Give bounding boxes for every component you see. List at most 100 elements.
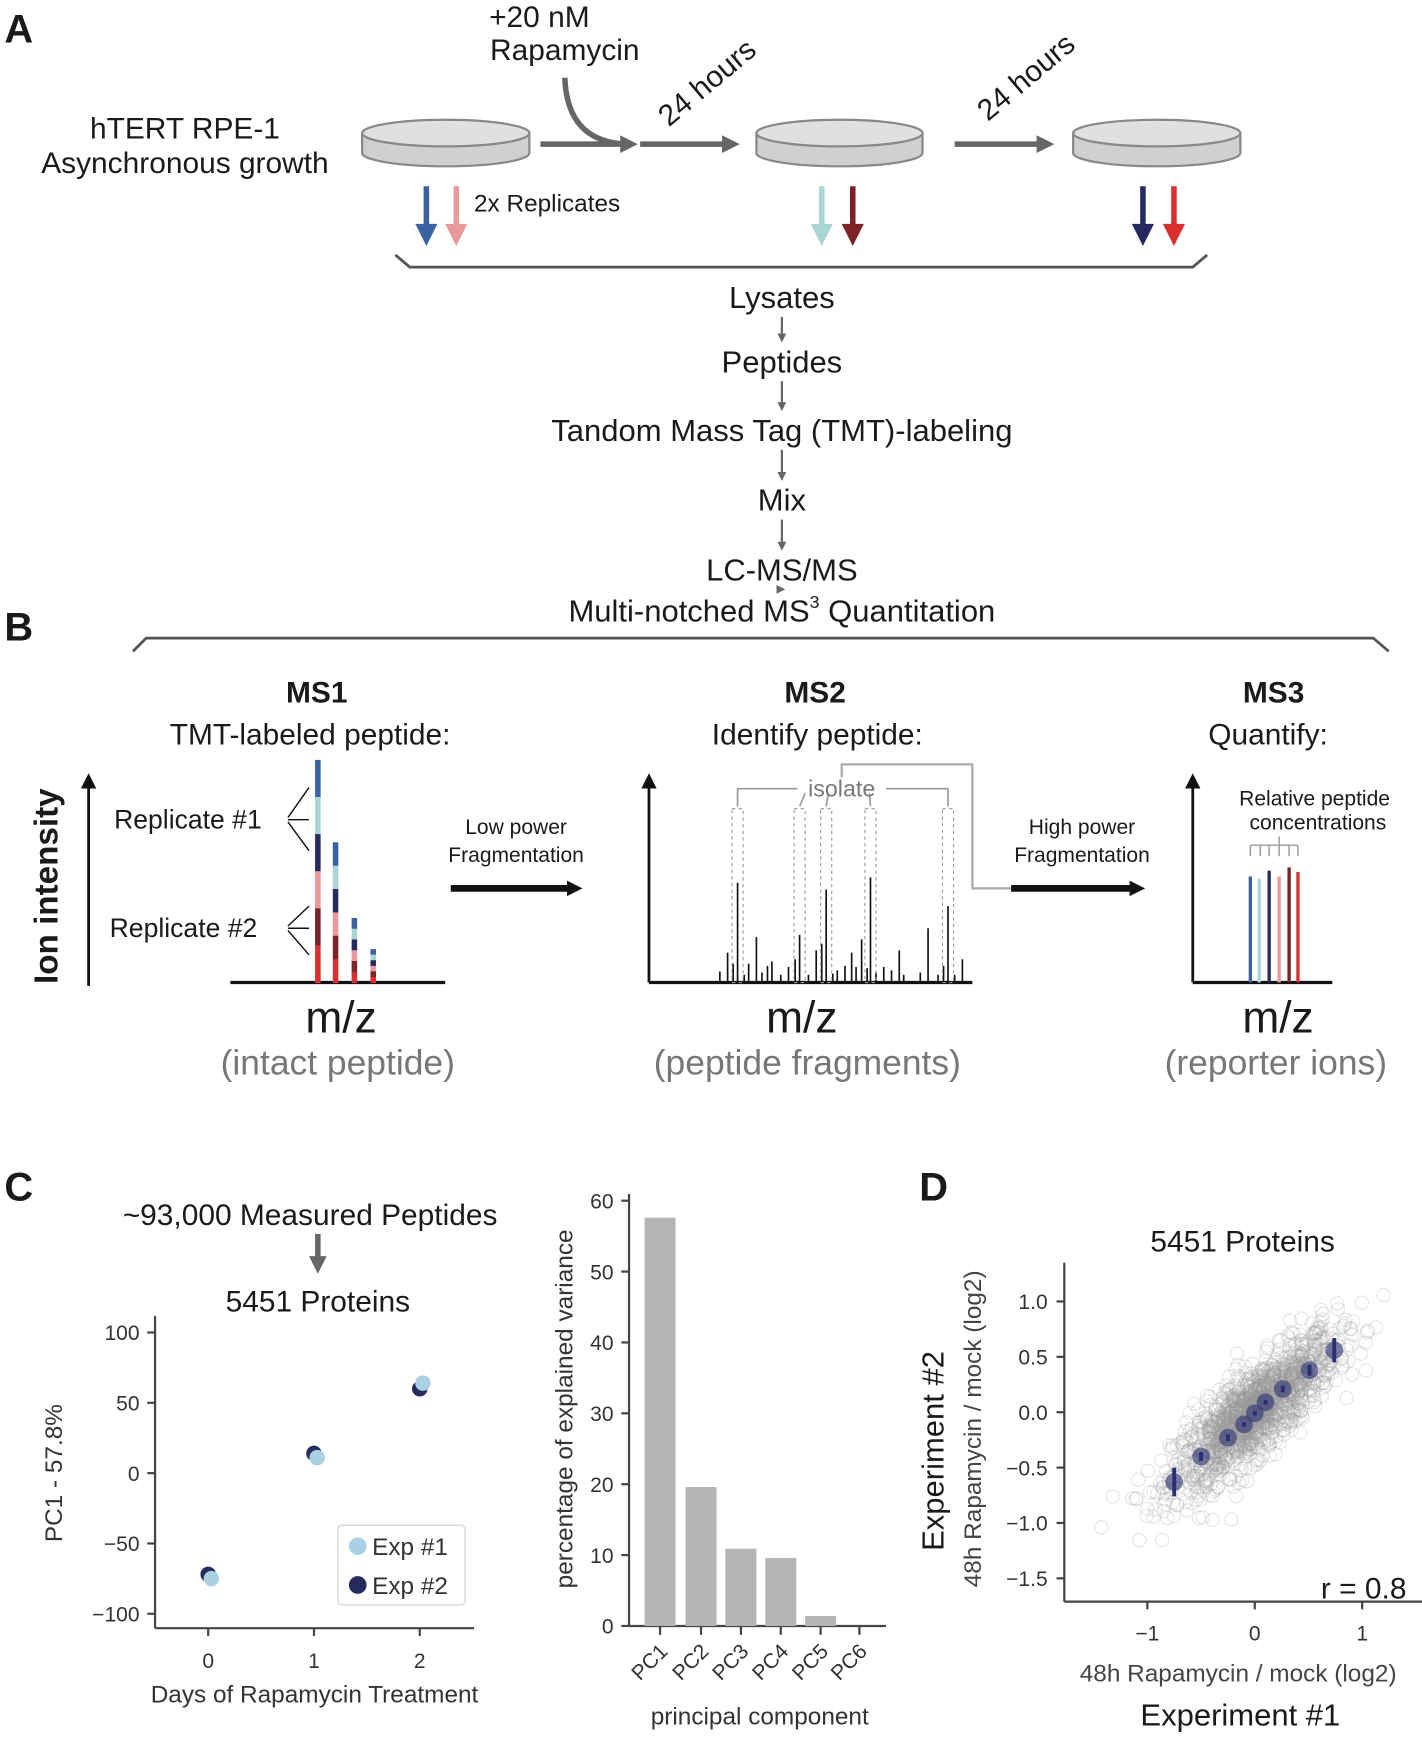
protein-point — [1338, 1312, 1353, 1328]
culture-dish — [361, 118, 531, 168]
protein-point — [1233, 1439, 1249, 1454]
protein-point — [1203, 1431, 1219, 1447]
panel-label-d: D — [919, 1166, 948, 1210]
treatment-label: +20 nM — [489, 1, 590, 34]
protein-point — [1282, 1418, 1298, 1433]
protein-point — [1247, 1382, 1263, 1397]
protein-point — [1291, 1378, 1307, 1393]
protein-point — [1215, 1408, 1231, 1423]
protein-point — [1219, 1452, 1234, 1468]
ms1-peak-segment — [351, 928, 358, 941]
protein-point — [1315, 1312, 1330, 1327]
protein-point — [1249, 1423, 1265, 1439]
correlation-label: r = 0.8 — [1321, 1572, 1407, 1605]
protein-point — [1313, 1331, 1328, 1346]
protein-point — [1196, 1473, 1212, 1488]
protein-point — [1212, 1418, 1228, 1433]
protein-point — [1194, 1420, 1209, 1436]
protein-point — [1250, 1368, 1265, 1384]
protein-point — [1266, 1367, 1282, 1382]
protein-point — [1263, 1361, 1278, 1376]
replicate-2-label: Replicate #2 — [110, 913, 258, 943]
protein-point — [1267, 1366, 1282, 1381]
protein-point — [1222, 1382, 1238, 1397]
protein-point — [1214, 1391, 1229, 1407]
protein-point — [1291, 1402, 1306, 1417]
protein-point — [1242, 1388, 1258, 1403]
protein-point — [1222, 1405, 1238, 1420]
y-tick-label: 0.5 — [1018, 1347, 1047, 1370]
protein-point — [1155, 1532, 1170, 1548]
protein-point — [1284, 1371, 1300, 1387]
protein-point — [1265, 1358, 1280, 1373]
protein-point — [1191, 1418, 1206, 1434]
protein-point — [1230, 1357, 1246, 1373]
protein-point — [1307, 1325, 1322, 1341]
protein-point — [1285, 1351, 1301, 1367]
protein-point — [1223, 1472, 1238, 1488]
protein-point — [1142, 1485, 1157, 1500]
protein-point — [1241, 1438, 1256, 1453]
protein-point — [1316, 1380, 1331, 1395]
protein-point — [1308, 1343, 1323, 1358]
protein-point — [1231, 1475, 1247, 1490]
protein-point — [1146, 1484, 1162, 1500]
protein-point — [1216, 1459, 1231, 1475]
ms1-subtitle: TMT-labeled peptide: — [170, 718, 451, 751]
protein-point — [1259, 1338, 1275, 1353]
protein-point — [1209, 1416, 1224, 1432]
protein-point — [1264, 1417, 1280, 1433]
ms2-title: MS2 — [784, 676, 845, 709]
protein-point — [1234, 1390, 1249, 1406]
low-power-label: Low power — [465, 816, 567, 839]
protein-point — [1228, 1441, 1243, 1456]
protein-point — [1279, 1350, 1294, 1365]
protein-point — [1204, 1460, 1219, 1475]
protein-point — [1193, 1492, 1208, 1507]
protein-point — [1206, 1440, 1221, 1456]
protein-point — [1191, 1402, 1206, 1417]
protein-point — [1257, 1421, 1273, 1436]
protein-point — [1202, 1425, 1217, 1440]
protein-point — [1229, 1446, 1245, 1461]
protein-point — [1243, 1366, 1259, 1381]
protein-point — [1254, 1361, 1270, 1376]
protein-point — [1200, 1437, 1216, 1452]
protein-point — [1179, 1415, 1194, 1430]
protein-point — [1249, 1424, 1264, 1440]
protein-point — [1260, 1433, 1275, 1448]
protein-point — [1223, 1405, 1239, 1420]
protein-point — [1343, 1321, 1358, 1336]
protein-point — [1289, 1371, 1304, 1386]
protein-point — [1220, 1398, 1235, 1414]
pca-scatter-chart: PC1 - 57.8% Days of Rapamycin Treatment … — [41, 1315, 479, 1708]
protein-point — [1276, 1356, 1291, 1372]
y-tick-label: −1.0 — [1006, 1513, 1048, 1536]
protein-point — [1235, 1435, 1251, 1451]
protein-point — [1213, 1448, 1229, 1464]
protein-point — [1243, 1379, 1258, 1395]
protein-point — [1232, 1402, 1248, 1417]
protein-point — [1241, 1387, 1256, 1402]
protein-point — [1290, 1387, 1305, 1402]
protein-point — [1284, 1362, 1299, 1378]
protein-point — [1330, 1296, 1345, 1311]
protein-point — [1271, 1402, 1287, 1417]
x-axis-label: Days of Rapamycin Treatment — [151, 1681, 479, 1708]
protein-point — [1265, 1424, 1280, 1439]
protein-point — [1277, 1405, 1293, 1421]
protein-point — [1250, 1381, 1266, 1396]
protein-point — [1209, 1467, 1224, 1482]
protein-point — [1218, 1378, 1234, 1394]
protein-point — [1287, 1337, 1302, 1352]
protein-point — [1250, 1430, 1266, 1445]
protein-point — [1187, 1396, 1202, 1412]
protein-point — [1236, 1441, 1251, 1456]
protein-point — [1241, 1371, 1256, 1387]
protein-point — [1282, 1313, 1298, 1328]
x-tick-label: PC6 — [827, 1640, 872, 1685]
protein-point — [1291, 1395, 1307, 1411]
y-axis-label: percentage of explained variance — [552, 1229, 579, 1588]
protein-point — [1248, 1382, 1263, 1398]
protein-point — [1249, 1426, 1264, 1442]
